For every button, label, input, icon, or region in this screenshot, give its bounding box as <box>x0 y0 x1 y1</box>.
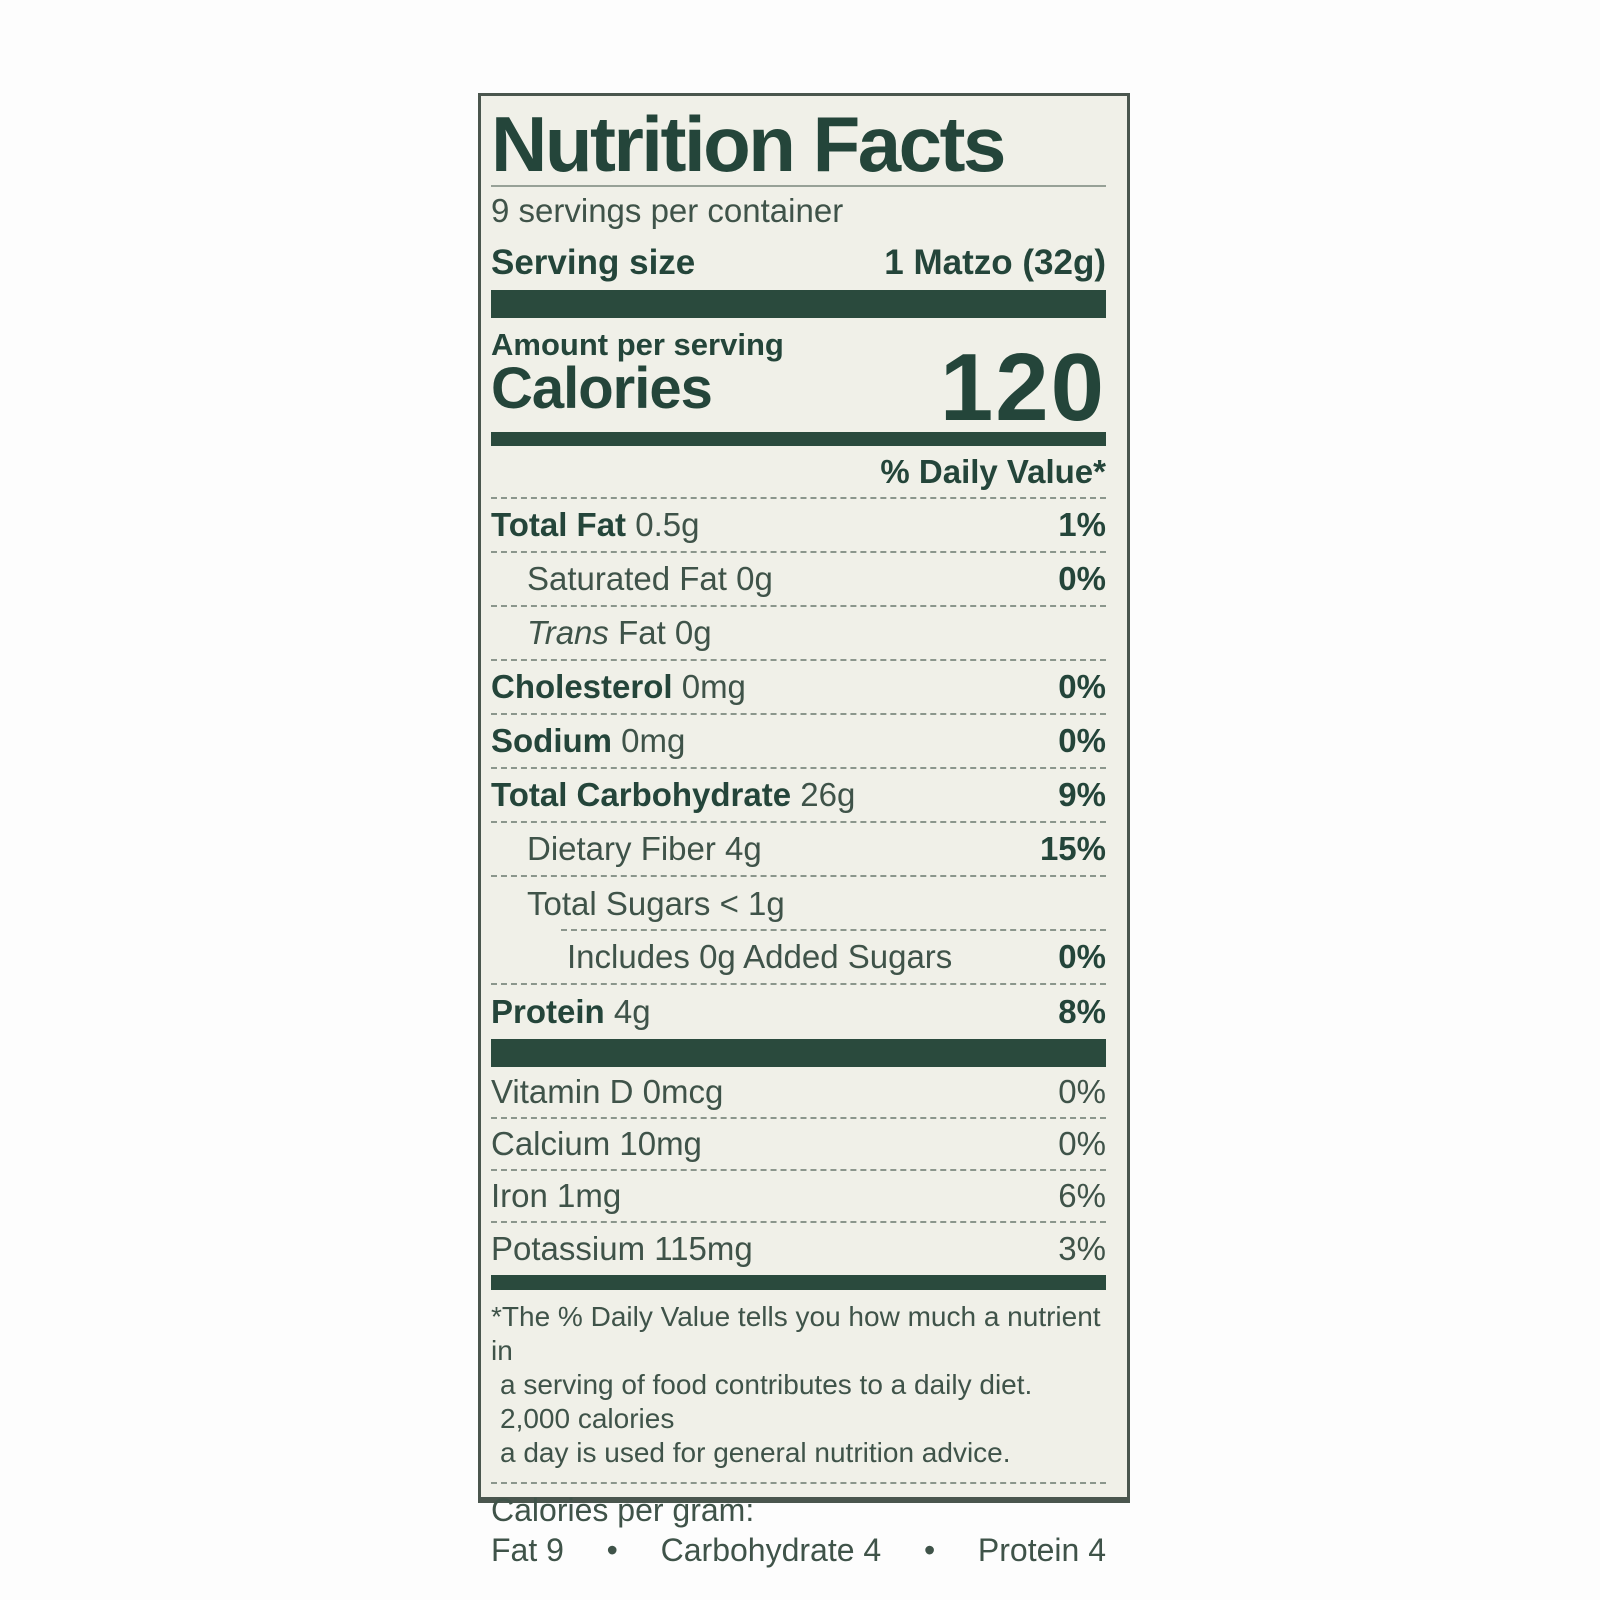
daily-value-footnote: *The % Daily Value tells you how much a … <box>491 1290 1106 1484</box>
cpg-carbohydrate: Carbohydrate 4 <box>660 1532 882 1568</box>
nutrient-name: Total Fat 0.5g <box>491 506 700 543</box>
nutrient-row-cholesterol: Cholesterol 0mg 0% <box>491 661 1106 715</box>
servings-per-container: 9 servings per container <box>491 192 844 229</box>
footnote-line: *The % Daily Value tells you how much a … <box>491 1301 1101 1366</box>
nutrient-name: Potassium 115mg <box>491 1230 753 1267</box>
nutrient-name: Iron 1mg <box>491 1177 622 1214</box>
nutrient-row-sodium: Sodium 0mg 0% <box>491 715 1106 769</box>
calories-section: Amount per serving Calories 120 <box>491 318 1106 436</box>
thick-divider-bar <box>491 290 1106 318</box>
nutrient-row-total-carbohydrate: Total Carbohydrate 26g 9% <box>491 769 1106 823</box>
micronutrient-row-potassium: Potassium 115mg 3% <box>491 1223 1106 1275</box>
daily-value-percent: 0% <box>1058 1073 1106 1110</box>
daily-value-percent: 0% <box>1058 722 1106 759</box>
serving-size-label: Serving size <box>491 242 696 282</box>
micronutrient-row-iron: Iron 1mg 6% <box>491 1171 1106 1223</box>
nutrient-row-dietary-fiber: Dietary Fiber 4g 15% <box>491 823 1106 877</box>
calories-value: 120 <box>939 334 1106 441</box>
nutrient-row-trans-fat: Trans Fat 0g <box>491 607 1106 661</box>
micronutrient-row-vitamin-d: Vitamin D 0mcg 0% <box>491 1067 1106 1119</box>
label-title: Nutrition Facts <box>491 96 1106 187</box>
daily-value-percent: 0% <box>1058 668 1106 705</box>
daily-value-percent: 3% <box>1058 1230 1106 1267</box>
nutrient-row-total-sugars: Total Sugars < 1g <box>491 877 1106 931</box>
daily-value-percent: 15% <box>1039 830 1106 867</box>
footnote-line: a day is used for general nutrition advi… <box>500 1437 1011 1468</box>
micronutrient-row-calcium: Calcium 10mg 0% <box>491 1119 1106 1171</box>
daily-value-percent: 6% <box>1058 1177 1106 1214</box>
nutrient-name: Protein 4g <box>491 993 651 1030</box>
daily-value-percent: 0% <box>1058 560 1106 597</box>
nutrient-row-saturated-fat: Saturated Fat 0g 0% <box>491 553 1106 607</box>
serving-size-row: Serving size 1 Matzo (32g) <box>491 235 1106 290</box>
daily-value-header: % Daily Value* <box>491 446 1106 499</box>
cpg-fat: Fat 9 <box>491 1532 564 1568</box>
nutrient-name: Includes 0g Added Sugars <box>567 938 953 975</box>
calories-per-gram-heading: Calories per gram: <box>491 1492 755 1528</box>
nutrient-name: Saturated Fat 0g <box>527 560 773 597</box>
nutrient-name: Cholesterol 0mg <box>491 668 746 705</box>
nutrient-name: Sodium 0mg <box>491 722 686 759</box>
nutrient-row-protein: Protein 4g 8% <box>491 985 1106 1039</box>
serving-size-value: 1 Matzo (32g) <box>884 242 1106 282</box>
cpg-protein: Protein 4 <box>977 1532 1106 1568</box>
daily-value-percent: 0% <box>1058 938 1106 975</box>
calories-per-gram-section: Calories per gram: Fat 9 • Carbohydrate … <box>491 1484 1106 1570</box>
nutrient-row-added-sugars: Includes 0g Added Sugars 0% <box>491 931 1106 985</box>
nutrient-name: Dietary Fiber 4g <box>527 830 762 867</box>
nutrient-name: Calcium 10mg <box>491 1125 702 1162</box>
calories-word: Calories <box>491 356 713 421</box>
nutrient-row-total-fat: Total Fat 0.5g 1% <box>491 499 1106 553</box>
daily-value-percent: 9% <box>1058 776 1106 813</box>
daily-value-percent: 8% <box>1058 993 1106 1030</box>
bullet-separator: • <box>923 1532 936 1568</box>
thick-divider-bar <box>491 1275 1106 1290</box>
calories-per-gram-values: Fat 9 • Carbohydrate 4 • Protein 4 <box>491 1530 1106 1570</box>
nutrient-name: Vitamin D 0mcg <box>491 1073 724 1110</box>
amount-per-serving: Amount per serving <box>491 327 784 362</box>
nutrient-name: Trans Fat 0g <box>527 614 712 651</box>
medium-divider-bar <box>491 432 1106 446</box>
daily-value-percent: 1% <box>1058 506 1106 543</box>
nutrient-name: Total Carbohydrate 26g <box>491 776 856 813</box>
nutrient-name: Total Sugars < 1g <box>527 885 785 922</box>
daily-value-percent: 0% <box>1058 1125 1106 1162</box>
nutrition-facts-label: Nutrition Facts 9 servings per container… <box>478 93 1130 1568</box>
thick-divider-bar <box>491 1039 1106 1067</box>
footnote-line: a serving of food contributes to a daily… <box>500 1369 1033 1434</box>
bullet-separator: • <box>606 1532 618 1568</box>
